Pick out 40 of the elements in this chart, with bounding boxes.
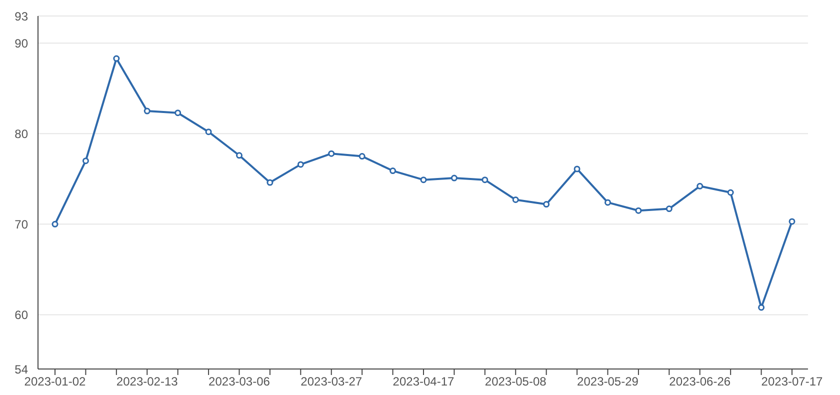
point <box>266 179 274 186</box>
x-tick-label: 2023-05-08 <box>484 374 547 389</box>
point <box>144 108 150 114</box>
y-tick-label: 93 <box>14 9 28 24</box>
x-tick-label: 2023-07-17 <box>761 374 824 389</box>
point <box>788 218 796 225</box>
point <box>450 174 458 182</box>
y-tick-label: 54 <box>14 362 28 376</box>
point <box>52 220 58 228</box>
point <box>205 128 212 136</box>
point <box>574 166 580 172</box>
point <box>635 207 642 214</box>
x-tick-label: 2023-02-13 <box>116 374 178 389</box>
y-tick-label: 80 <box>14 126 28 141</box>
point <box>174 110 182 116</box>
point <box>666 206 672 212</box>
point <box>512 196 519 203</box>
y-tick-label: 70 <box>14 217 28 232</box>
point <box>358 153 366 160</box>
x-tick-label: 2023-04-17 <box>392 374 455 389</box>
point <box>758 304 765 311</box>
point <box>727 189 734 196</box>
point <box>482 176 488 184</box>
y-tick-label: 90 <box>14 36 28 50</box>
point <box>604 199 611 206</box>
x-tick-label: 2023-05-29 <box>577 374 639 389</box>
point <box>420 176 427 184</box>
x-tick-label: 2023-03-06 <box>208 374 270 389</box>
point <box>696 182 704 190</box>
x-tick-label: 2023-03-27 <box>300 374 362 389</box>
point <box>113 55 120 62</box>
point <box>543 201 550 208</box>
point <box>82 158 89 164</box>
point <box>390 168 396 174</box>
point <box>328 150 335 157</box>
x-tick-label: 2023-06-26 <box>669 374 731 389</box>
point <box>236 152 242 159</box>
x-tick-label: 2023-01-02 <box>24 374 86 389</box>
point <box>297 161 304 168</box>
y-tick-label: 60 <box>14 308 28 322</box>
